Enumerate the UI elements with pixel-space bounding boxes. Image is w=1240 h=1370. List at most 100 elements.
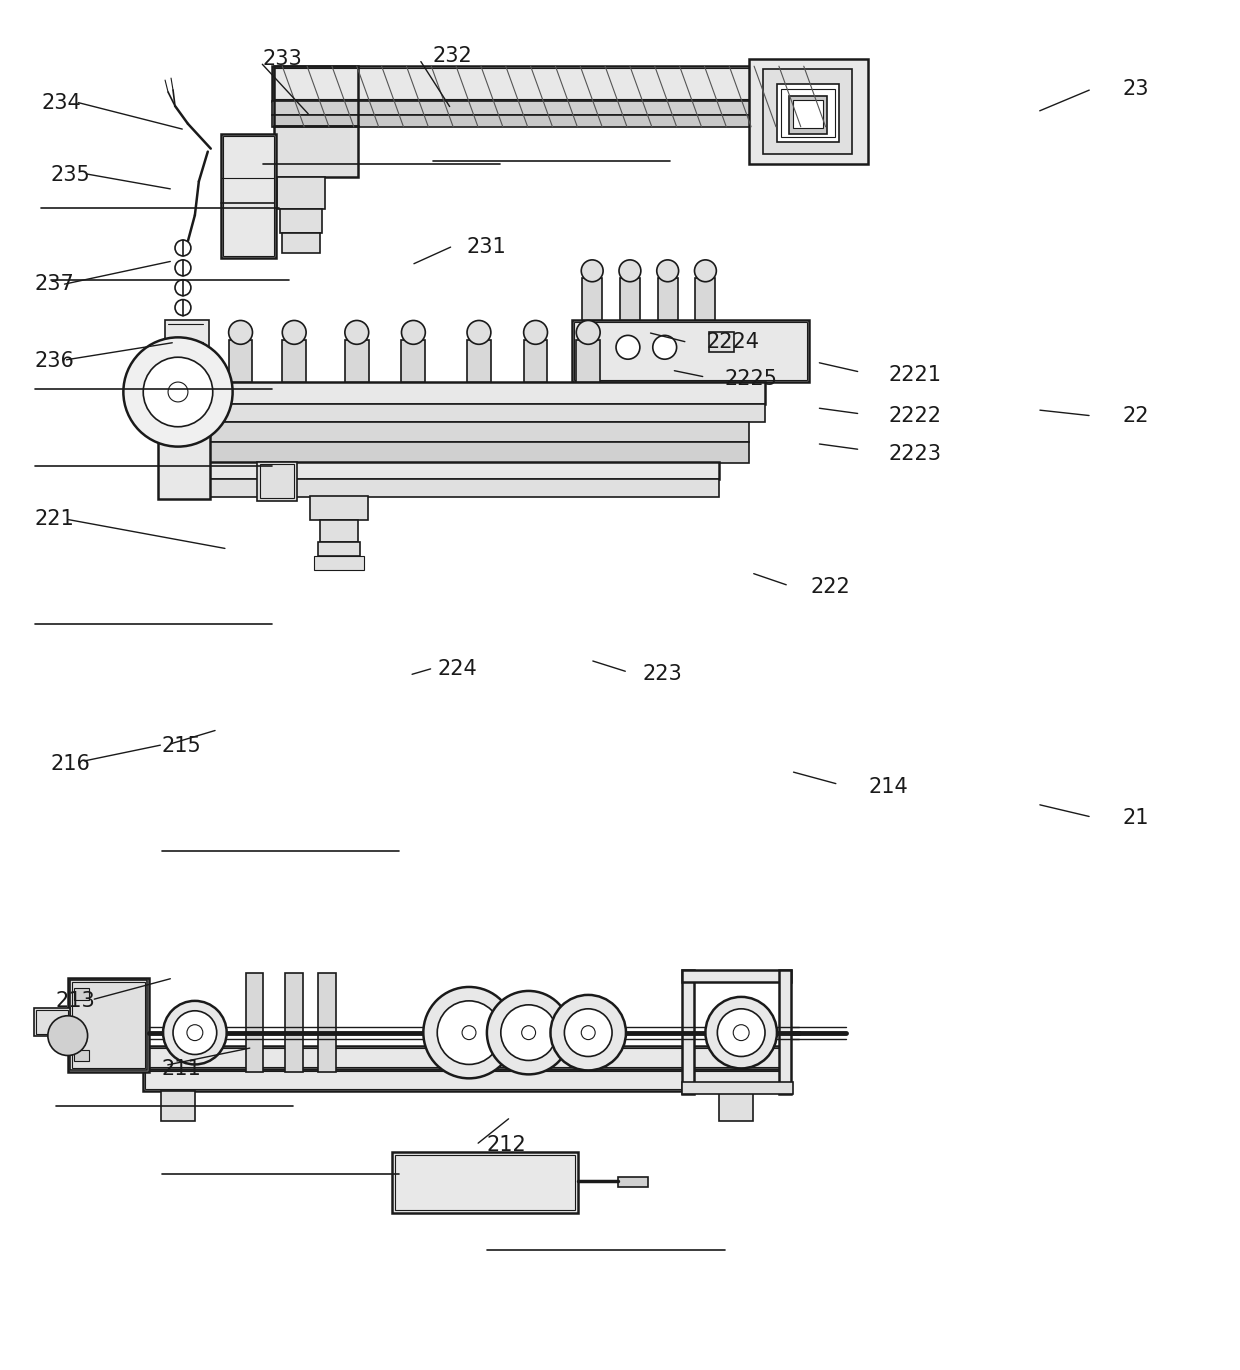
Circle shape bbox=[582, 260, 603, 282]
Circle shape bbox=[423, 986, 515, 1078]
Bar bbox=[763, 68, 852, 153]
Circle shape bbox=[169, 382, 188, 401]
Text: 222: 222 bbox=[811, 577, 851, 597]
Bar bbox=[274, 66, 358, 126]
Text: 212: 212 bbox=[487, 1134, 527, 1155]
Circle shape bbox=[467, 321, 491, 344]
Text: 214: 214 bbox=[869, 777, 909, 797]
Bar bbox=[781, 89, 835, 137]
Bar bbox=[310, 496, 368, 521]
Circle shape bbox=[487, 991, 570, 1074]
Text: 234: 234 bbox=[41, 93, 81, 112]
Bar bbox=[273, 115, 838, 127]
Text: 2224: 2224 bbox=[707, 332, 759, 352]
Bar bbox=[169, 422, 749, 441]
Text: 237: 237 bbox=[35, 274, 74, 293]
Circle shape bbox=[523, 321, 548, 344]
Text: 2222: 2222 bbox=[889, 406, 941, 426]
Circle shape bbox=[652, 336, 677, 359]
Bar bbox=[314, 556, 363, 570]
Bar bbox=[317, 543, 360, 556]
Bar bbox=[144, 1048, 785, 1067]
Bar bbox=[69, 980, 148, 1070]
Circle shape bbox=[123, 337, 233, 447]
Circle shape bbox=[48, 1015, 88, 1055]
Bar bbox=[278, 178, 325, 210]
Bar bbox=[583, 278, 603, 321]
Bar bbox=[320, 521, 358, 543]
Circle shape bbox=[694, 260, 717, 282]
Text: 22: 22 bbox=[1122, 406, 1149, 426]
Bar bbox=[72, 982, 145, 1069]
Text: 223: 223 bbox=[642, 664, 682, 684]
Text: 221: 221 bbox=[35, 510, 74, 529]
Text: 2225: 2225 bbox=[724, 369, 777, 389]
Text: 224: 224 bbox=[438, 659, 477, 678]
Circle shape bbox=[463, 1026, 476, 1040]
Circle shape bbox=[657, 260, 678, 282]
Bar bbox=[682, 970, 693, 1095]
Circle shape bbox=[551, 995, 626, 1070]
Bar bbox=[402, 340, 425, 382]
Text: 2221: 2221 bbox=[889, 364, 941, 385]
Bar bbox=[285, 973, 303, 1073]
Bar bbox=[345, 340, 368, 382]
Bar bbox=[258, 462, 298, 501]
Bar bbox=[208, 479, 719, 497]
Bar bbox=[246, 973, 263, 1073]
Text: 213: 213 bbox=[56, 991, 95, 1011]
Circle shape bbox=[175, 279, 191, 296]
Bar bbox=[161, 1092, 195, 1121]
Text: 235: 235 bbox=[51, 164, 91, 185]
Text: 233: 233 bbox=[263, 49, 303, 68]
Circle shape bbox=[175, 240, 191, 256]
Bar bbox=[792, 100, 822, 127]
Bar bbox=[789, 96, 827, 134]
Circle shape bbox=[175, 260, 191, 275]
Bar bbox=[274, 68, 837, 99]
Bar bbox=[223, 136, 274, 256]
Bar bbox=[33, 1008, 69, 1036]
Bar bbox=[280, 210, 322, 233]
Circle shape bbox=[522, 1026, 536, 1040]
Bar bbox=[159, 382, 210, 499]
Circle shape bbox=[283, 321, 306, 344]
Circle shape bbox=[187, 1025, 203, 1041]
Circle shape bbox=[228, 321, 253, 344]
Bar bbox=[317, 973, 336, 1073]
Bar bbox=[394, 1155, 575, 1211]
Text: 23: 23 bbox=[1122, 79, 1149, 99]
Bar bbox=[709, 333, 734, 352]
Bar bbox=[696, 278, 715, 321]
Text: 236: 236 bbox=[35, 351, 74, 371]
Bar bbox=[273, 101, 838, 115]
Bar bbox=[165, 321, 208, 352]
Circle shape bbox=[144, 358, 213, 426]
Circle shape bbox=[164, 1001, 227, 1064]
Text: 216: 216 bbox=[51, 754, 91, 774]
Circle shape bbox=[706, 997, 777, 1069]
Bar bbox=[221, 134, 277, 258]
Bar bbox=[73, 988, 88, 1000]
Bar bbox=[779, 970, 791, 1095]
Bar bbox=[274, 126, 358, 178]
Circle shape bbox=[582, 1026, 595, 1040]
Circle shape bbox=[174, 1011, 217, 1055]
Bar bbox=[719, 1092, 753, 1121]
Bar bbox=[283, 340, 306, 382]
Bar bbox=[273, 66, 838, 101]
Bar bbox=[657, 278, 677, 321]
Bar bbox=[145, 1071, 782, 1089]
Text: 2223: 2223 bbox=[889, 444, 941, 463]
Bar bbox=[151, 404, 765, 422]
Bar bbox=[523, 340, 548, 382]
Bar bbox=[260, 464, 294, 499]
Text: 215: 215 bbox=[161, 736, 202, 756]
Bar bbox=[577, 340, 600, 382]
Bar bbox=[777, 84, 838, 141]
Bar bbox=[73, 1049, 88, 1062]
Bar bbox=[141, 1045, 787, 1070]
Circle shape bbox=[577, 321, 600, 344]
Text: 21: 21 bbox=[1122, 808, 1149, 829]
Circle shape bbox=[438, 1001, 501, 1064]
